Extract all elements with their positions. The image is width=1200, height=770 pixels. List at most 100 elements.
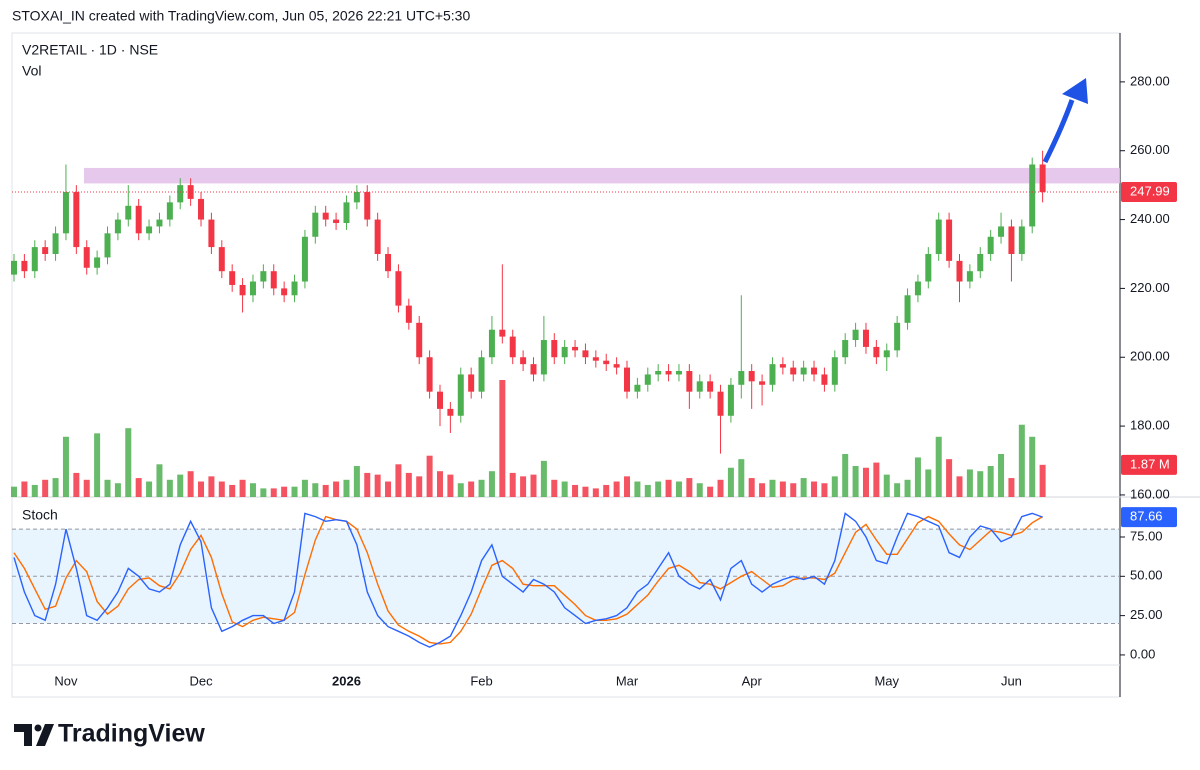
volume-bar xyxy=(624,476,631,497)
volume-bar xyxy=(831,476,838,497)
candle-body xyxy=(800,367,807,375)
candle-body xyxy=(156,219,163,227)
candle-body xyxy=(717,391,724,416)
candle-body xyxy=(707,381,714,392)
volume-bar xyxy=(426,455,433,497)
candle-body xyxy=(1039,164,1046,193)
volume-bar xyxy=(987,466,994,497)
y-tick-label: 260.00 xyxy=(1130,142,1170,157)
volume-bar xyxy=(436,471,443,497)
volume-bar xyxy=(239,479,246,497)
candle-body xyxy=(301,236,308,282)
volume-bar xyxy=(229,484,236,497)
candle-body xyxy=(686,371,693,392)
candle-body xyxy=(229,271,236,285)
volume-bar xyxy=(582,486,589,497)
volume-bar xyxy=(405,472,412,497)
last-price-box xyxy=(1121,182,1177,203)
candle-body xyxy=(811,367,818,375)
volume-bar xyxy=(11,486,17,497)
volume-bar xyxy=(592,488,599,497)
candle-body xyxy=(852,329,859,341)
candle-body xyxy=(914,281,921,296)
volume-bar xyxy=(374,474,381,497)
volume-bar xyxy=(925,469,932,497)
volume-bar xyxy=(260,488,267,497)
y-tick-label: 240.00 xyxy=(1130,211,1170,226)
brand-logo: TradingView xyxy=(14,720,205,748)
volume-bar xyxy=(759,483,766,497)
candle-body xyxy=(561,346,568,358)
volume-bar xyxy=(385,481,392,497)
candle-body xyxy=(748,371,755,382)
volume-bar xyxy=(83,479,90,497)
volume-bar xyxy=(198,481,205,497)
candle-body xyxy=(977,253,984,272)
y-tick-label: 160.00 xyxy=(1130,486,1170,501)
candle-body xyxy=(104,233,111,258)
candle-body xyxy=(613,364,620,368)
candle-body xyxy=(779,364,786,368)
y-tick-label: 0.00 xyxy=(1130,646,1155,661)
candle-body xyxy=(187,185,194,199)
volume-bar xyxy=(364,472,371,497)
volume-bar xyxy=(686,478,693,497)
candle-body xyxy=(790,367,797,375)
volume-bar xyxy=(1008,478,1015,497)
volume-bar xyxy=(862,467,869,497)
candle-body xyxy=(572,346,579,351)
y-tick-label: 50.00 xyxy=(1130,568,1163,583)
volume-bar xyxy=(800,478,807,497)
volume-bar xyxy=(146,481,153,497)
y-tick-label: 280.00 xyxy=(1130,73,1170,88)
candle-body xyxy=(665,371,672,375)
volume-bar xyxy=(561,481,568,497)
volume-bar xyxy=(21,481,28,497)
volume-bar xyxy=(603,484,610,497)
candle-body xyxy=(42,247,49,254)
candle-body xyxy=(135,205,142,234)
volume-bar xyxy=(811,481,818,497)
candle-body xyxy=(935,219,942,254)
candle-body xyxy=(551,340,558,358)
candle-body xyxy=(759,381,766,385)
arrow-head xyxy=(1062,78,1088,104)
volume-bar xyxy=(707,486,714,497)
volume-bar xyxy=(883,474,890,497)
volume-bar xyxy=(73,472,80,497)
logo-dot xyxy=(34,724,42,732)
candle-body xyxy=(904,295,911,323)
volume-bar xyxy=(114,483,121,497)
volume-bar xyxy=(634,481,641,497)
volume-bar xyxy=(748,478,755,497)
candle-body xyxy=(198,198,205,220)
volume-bar xyxy=(977,471,984,497)
y-tick-label: 180.00 xyxy=(1130,418,1170,433)
candle-body xyxy=(966,271,973,282)
volume-bar xyxy=(416,476,423,497)
volume-bar xyxy=(166,479,173,497)
volume-bar xyxy=(520,476,527,497)
volume-bar xyxy=(135,478,142,497)
candle-body xyxy=(260,271,267,282)
volume-bar xyxy=(42,479,49,497)
stoch-value-label: 87.66 xyxy=(1130,509,1163,524)
candle-body xyxy=(322,212,329,220)
candle-body xyxy=(998,226,1005,237)
candle-body xyxy=(447,408,454,416)
y-tick-label: 75.00 xyxy=(1130,528,1163,543)
candle-body xyxy=(738,371,745,385)
volume-bar xyxy=(249,483,256,497)
volume-bar xyxy=(852,466,859,497)
candle-body xyxy=(634,384,641,392)
volume-bar xyxy=(104,479,111,497)
x-tick-label: Apr xyxy=(742,673,763,688)
candle-body xyxy=(1029,164,1036,227)
candle-body xyxy=(166,202,173,220)
x-tick-label: Dec xyxy=(189,673,213,688)
arrow-shaft xyxy=(1042,99,1075,164)
volume-bar xyxy=(395,464,402,497)
candle-body xyxy=(946,219,953,261)
volume-bar xyxy=(551,479,558,497)
